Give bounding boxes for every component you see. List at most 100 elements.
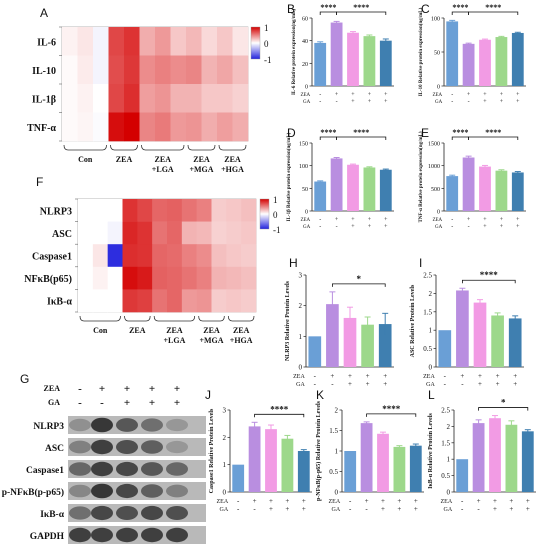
heatmap-a-group-label: ZEA — [193, 155, 210, 164]
heatmap-f-cell — [167, 221, 183, 245]
chart-l-y-tick-label: 1 — [447, 456, 451, 464]
heatmap-a-group-bracket — [63, 144, 107, 151]
western-ga-sign: + — [124, 397, 130, 409]
chart-c-ga-sign: + — [516, 99, 520, 105]
chart-l-bar — [472, 423, 485, 492]
chart-h-zea-sign: + — [348, 372, 352, 380]
chart-c-bar — [446, 21, 459, 86]
chart-b-zea-sign: + — [368, 92, 372, 98]
heatmap-a-cell — [155, 112, 171, 142]
heatmap-a-cell — [77, 55, 94, 85]
heatmap-a-group-label: +HGA — [221, 165, 244, 174]
heatmap-f-cell — [226, 244, 242, 268]
chart-b-ga-sign: - — [336, 99, 338, 105]
chart-l-bar — [489, 418, 501, 492]
chart-d-ga-sign: - — [336, 224, 338, 230]
chart-i-zea-label: ZEA — [423, 374, 435, 380]
heatmap-f-cell — [226, 221, 242, 245]
heatmap-a-row-label: IL-1β — [32, 94, 56, 105]
chart-d-ga-sign: - — [319, 224, 321, 230]
chart-l-zea-sign: + — [493, 497, 497, 505]
chart-l-zea-sign: + — [477, 497, 481, 505]
heatmap-f-cell — [181, 289, 197, 313]
heatmap-f-row-label: ASC — [52, 229, 72, 240]
western-band — [141, 418, 163, 432]
heatmap-f-cell — [92, 244, 108, 268]
chart-k-bar — [377, 433, 389, 492]
chart-b-y-tick-label: 60 — [302, 17, 308, 23]
chart-i-y-tick-label: 0 — [429, 364, 433, 372]
chart-k-y-tick-label: 0.5 — [329, 468, 338, 476]
chart-l-bar — [456, 459, 469, 492]
heatmap-a-cell — [217, 112, 233, 142]
chart-h-bar — [343, 317, 357, 367]
heatmap-a-cell — [62, 84, 78, 113]
western-ga-sign: + — [149, 397, 155, 409]
chart-c-zea-sign: + — [516, 92, 520, 98]
chart-i-y-tick-label: 0.5 — [423, 345, 432, 353]
heatmap-a-cell — [93, 112, 109, 142]
western-band — [166, 484, 188, 498]
heatmap-f-cell — [196, 289, 212, 313]
heatmap-a-cell — [62, 27, 78, 56]
chart-b-y-tick-label: 0 — [305, 85, 308, 91]
chart-e-y-tick-label: 1000 — [428, 164, 440, 170]
heatmap-f-group-label: Con — [93, 326, 108, 335]
chart-k-ga-sign: - — [365, 505, 368, 513]
heatmap-f-cell — [152, 244, 168, 268]
chart-d-bar — [363, 167, 376, 211]
western-band — [141, 462, 163, 476]
chart-c-y-tick-label: 100 — [431, 17, 440, 23]
chart-j-ga-sign: + — [302, 505, 306, 513]
heatmap-f-cell — [107, 244, 123, 268]
chart-j-ga-sign: + — [285, 505, 289, 513]
western-band — [141, 505, 163, 521]
chart-k-ga-sign: + — [381, 505, 385, 513]
chart-h-zea-label: ZEA — [293, 374, 305, 380]
chart-c-sig-bracket — [468, 11, 519, 15]
chart-l-ga-label: GA — [444, 507, 453, 513]
heatmap-f-group-label: ZEA — [166, 326, 183, 335]
chart-d-y-label: IL-1β Relative protein expression(ng/mL) — [287, 132, 292, 221]
chart-i-zea-sign: + — [513, 372, 517, 380]
chart-h-sig-bracket — [332, 283, 386, 287]
heatmap-f-cell — [211, 266, 227, 290]
heatmap-f-cell — [241, 289, 257, 313]
heatmap-f-cell — [78, 199, 94, 222]
chart-l-ga-sign: + — [493, 505, 497, 513]
chart-h-zea-sign: - — [314, 372, 317, 380]
chart-k-y-label: p-NFκB(p-p65) Relative Protein Levels — [315, 400, 322, 501]
heatmap-a-cell — [186, 84, 202, 113]
heatmap-a-group-bracket — [141, 144, 185, 151]
western-band — [116, 440, 138, 454]
western-band — [91, 439, 113, 455]
heatmap-a-cell — [232, 55, 249, 85]
chart-c-y-tick-label: 0 — [437, 85, 440, 91]
heatmap-a-colorbar-tick: 0 — [264, 39, 269, 49]
heatmap-f-cell — [181, 266, 197, 290]
heatmap-f-cell — [181, 199, 197, 222]
heatmap-a-cell — [124, 27, 140, 56]
chart-c-ga-sign: - — [468, 99, 470, 105]
western-band — [166, 418, 188, 432]
chart-k-y-tick-label: 1.5 — [329, 427, 338, 435]
heatmap-a-cell — [62, 55, 78, 85]
chart-c-zea-label: ZEA — [432, 93, 442, 98]
heatmap-a-colorbar — [250, 26, 261, 60]
chart-i-zea-sign: + — [478, 372, 482, 380]
heatmap-f-cell — [241, 199, 257, 222]
chart-e-ga-sign: + — [516, 224, 520, 230]
heatmap-f-cell — [78, 221, 94, 245]
heatmap-a-cell — [139, 55, 156, 85]
chart-d-ga-sign: + — [351, 224, 355, 230]
heatmap-a-group-label: +LGA — [152, 165, 174, 174]
western-band-label: p-NFκB(p-p65) — [2, 487, 64, 498]
heatmap-f-cell — [211, 199, 227, 222]
western-band — [69, 418, 91, 432]
chart-i-ga-sign: + — [513, 380, 517, 388]
chart-d-y-tick-label: 150 — [299, 142, 308, 148]
heatmap-f-row-label: NFκB(p65) — [24, 274, 72, 285]
western-band — [116, 461, 138, 477]
chart-i-y-tick-label: 2 — [429, 290, 433, 298]
chart-b-ga-sign: - — [319, 99, 321, 105]
